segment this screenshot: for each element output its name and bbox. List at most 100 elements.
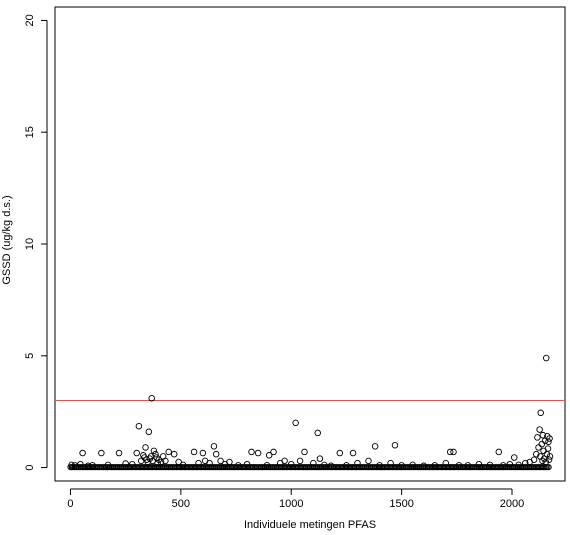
data-point (129, 460, 136, 468)
data-point (248, 448, 255, 456)
x-tick-label: 500 (172, 498, 190, 510)
data-point (542, 458, 550, 466)
data-point (327, 462, 335, 470)
data-point (135, 422, 143, 430)
data-point (162, 457, 169, 465)
data-point (281, 457, 288, 465)
data-point (316, 455, 324, 462)
data-point (226, 458, 233, 466)
data-point (133, 449, 140, 457)
data-point (387, 459, 394, 467)
data-point (148, 395, 155, 402)
data-point (365, 457, 372, 465)
data-point (122, 460, 129, 467)
data-point (234, 462, 242, 469)
data-point (263, 462, 271, 469)
data-point (77, 460, 84, 468)
data-point (336, 449, 344, 457)
data-point (545, 438, 552, 446)
data-point (287, 460, 295, 468)
x-tick-label: 2000 (500, 498, 524, 510)
data-point (179, 461, 187, 469)
data-point (144, 458, 151, 466)
data-point (301, 448, 308, 456)
baseline-point (545, 464, 552, 471)
data-point (535, 444, 542, 451)
data-point (165, 448, 172, 456)
data-point (157, 458, 165, 466)
data-point (349, 449, 357, 457)
data-point (265, 452, 273, 459)
data-point (431, 462, 438, 469)
data-point (538, 440, 546, 448)
y-axis-title: GSSD (ug/kg d.s.) (1, 195, 13, 284)
y-tick-label: 0 (24, 465, 36, 471)
data-point (195, 459, 202, 467)
data-point (546, 453, 554, 460)
data-point (89, 462, 96, 469)
data-point (545, 456, 553, 464)
data-point (537, 409, 544, 417)
data-point (137, 457, 145, 465)
data-point (84, 462, 92, 470)
data-point (104, 461, 112, 469)
x-tick-label: 1500 (389, 498, 413, 510)
data-point (217, 457, 224, 465)
data-point (145, 428, 153, 436)
data-point (354, 459, 361, 467)
data-point (442, 459, 450, 467)
data-point (321, 461, 328, 469)
data-point (522, 459, 529, 467)
plot-frame (54, 6, 566, 482)
data-point (546, 435, 553, 442)
data-point (199, 449, 207, 457)
data-point (542, 354, 550, 362)
data-point (142, 444, 149, 451)
data-point (343, 462, 350, 469)
data-point (499, 462, 507, 469)
data-point (190, 448, 198, 456)
x-tick-label: 0 (67, 498, 73, 510)
data-point (391, 441, 399, 449)
data-point (154, 459, 161, 467)
data-point (376, 462, 383, 469)
data-point (150, 447, 158, 455)
data-point (506, 460, 514, 468)
data-point (79, 449, 86, 457)
data-point (539, 431, 547, 439)
data-point (420, 462, 427, 470)
data-point (243, 460, 251, 468)
data-point (544, 445, 552, 452)
data-point (206, 459, 213, 467)
data-point (314, 429, 321, 437)
data-point (495, 448, 503, 456)
data-point (409, 461, 416, 469)
data-point (371, 443, 379, 450)
data-point (310, 459, 317, 467)
y-tick-label: 15 (24, 126, 36, 138)
x-axis-title: Individuele metingen PFAS (244, 519, 376, 531)
data-point (515, 461, 522, 469)
data-point (398, 462, 405, 469)
data-point (98, 449, 105, 457)
data-point (530, 456, 538, 464)
data-point (455, 462, 463, 469)
data-point (175, 458, 182, 466)
data-point (152, 450, 159, 458)
data-point (115, 449, 123, 457)
data-point (170, 450, 178, 458)
data-point (534, 434, 541, 441)
data-point (486, 461, 494, 469)
data-point (296, 457, 304, 465)
data-point (292, 419, 299, 427)
data-point (450, 448, 457, 456)
y-tick-label: 5 (24, 353, 36, 359)
data-point (254, 449, 262, 457)
y-axis: 0 5 10 15 20 (24, 14, 48, 471)
data-point (510, 454, 518, 461)
data-point (475, 460, 483, 468)
data-point (536, 426, 543, 433)
y-tick-label: 20 (24, 14, 36, 26)
data-point (210, 443, 218, 450)
data-point (270, 448, 277, 456)
